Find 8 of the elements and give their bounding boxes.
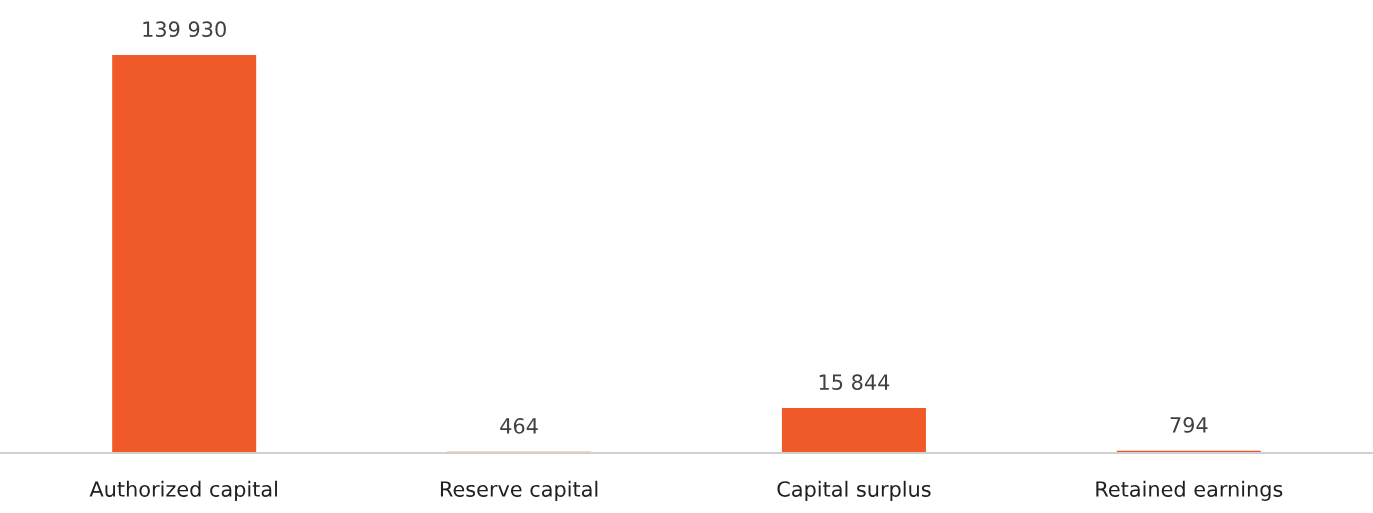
x-tick-label: Authorized capital <box>89 480 277 501</box>
x-tick-label: Capital surplus <box>777 480 931 501</box>
data-label: 15 844 <box>819 374 890 391</box>
data-label: 139 930 <box>143 21 226 38</box>
data-label: 794 <box>1170 417 1208 433</box>
x-tick-label: Retained earnings <box>1096 480 1283 501</box>
data-label: 464 <box>500 418 538 434</box>
x-tick-label: Reserve capital <box>440 480 598 501</box>
